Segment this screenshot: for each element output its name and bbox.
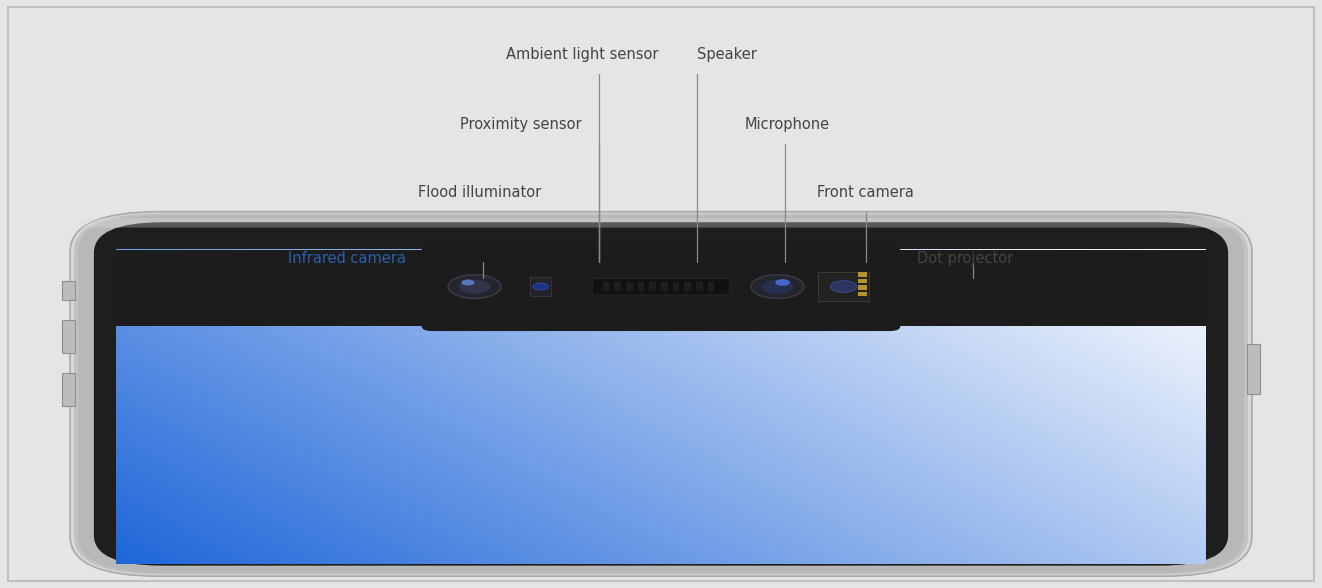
Bar: [637, 282, 644, 291]
Bar: [62, 281, 75, 300]
Bar: [62, 320, 75, 353]
Text: Dot projector: Dot projector: [917, 250, 1014, 266]
FancyBboxPatch shape: [422, 245, 900, 331]
Bar: [707, 282, 714, 291]
Text: Ambient light sensor: Ambient light sensor: [506, 46, 658, 62]
FancyBboxPatch shape: [592, 278, 730, 295]
Circle shape: [751, 275, 804, 298]
Circle shape: [533, 283, 549, 290]
Bar: [1247, 344, 1260, 394]
Bar: [858, 292, 867, 296]
Bar: [661, 282, 668, 291]
Bar: [615, 282, 621, 291]
Circle shape: [461, 279, 475, 285]
FancyBboxPatch shape: [74, 213, 1248, 574]
Bar: [649, 282, 656, 291]
Bar: [530, 277, 551, 296]
Bar: [818, 272, 869, 301]
Text: Flood illuminator: Flood illuminator: [418, 185, 541, 200]
Bar: [695, 282, 702, 291]
Circle shape: [448, 275, 501, 298]
Bar: [673, 282, 680, 291]
Text: Speaker: Speaker: [697, 46, 756, 62]
Text: Front camera: Front camera: [817, 185, 914, 200]
Bar: [603, 282, 609, 291]
Text: Proximity sensor: Proximity sensor: [460, 117, 582, 132]
FancyBboxPatch shape: [78, 215, 1244, 573]
Bar: [627, 282, 633, 291]
FancyBboxPatch shape: [94, 222, 1228, 566]
Bar: [858, 279, 867, 283]
Text: Microphone: Microphone: [744, 117, 829, 132]
Bar: [62, 373, 75, 406]
Circle shape: [830, 280, 857, 292]
Bar: [858, 285, 867, 289]
FancyBboxPatch shape: [81, 218, 1241, 228]
Circle shape: [761, 279, 793, 293]
FancyBboxPatch shape: [70, 212, 1252, 576]
Bar: [858, 272, 867, 276]
Bar: [116, 250, 1206, 326]
Circle shape: [459, 279, 490, 293]
Text: Infrared camera: Infrared camera: [288, 250, 406, 266]
Bar: [685, 282, 691, 291]
Circle shape: [775, 279, 791, 286]
